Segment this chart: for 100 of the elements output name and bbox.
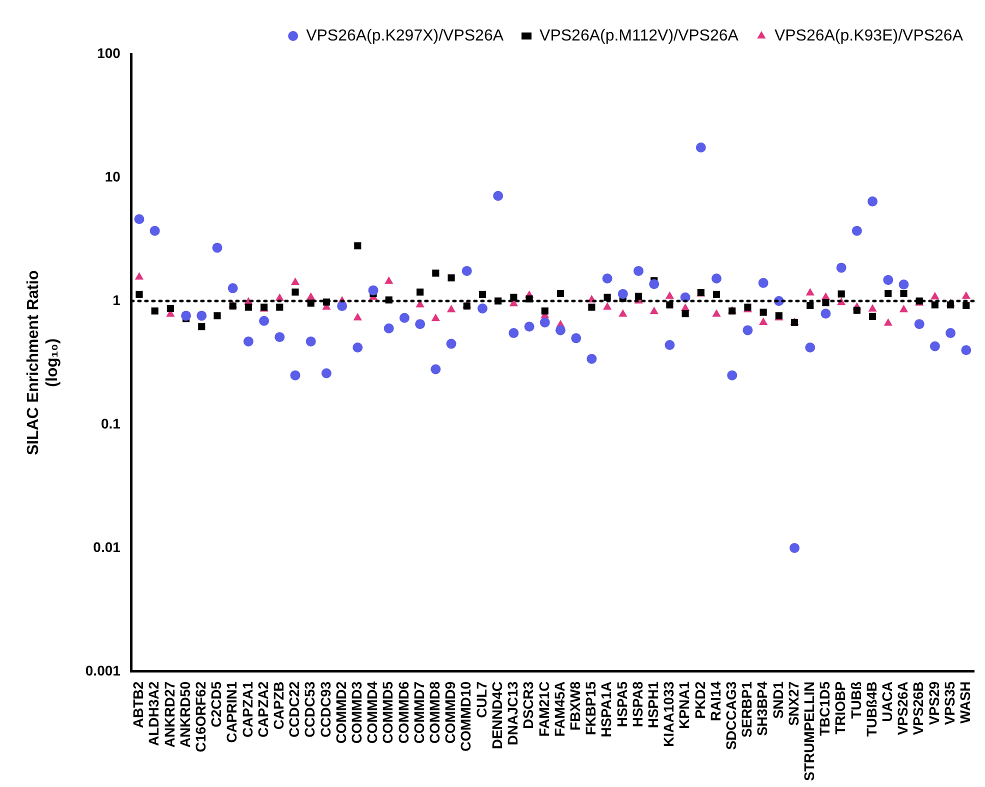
x-tick-label: RAI14 xyxy=(707,681,724,722)
point xyxy=(634,266,644,276)
point xyxy=(682,310,689,318)
point xyxy=(602,302,612,310)
point xyxy=(665,291,674,299)
x-tick-label: ALDH3A2 xyxy=(146,681,162,746)
point xyxy=(290,370,300,380)
x-tick-label: VPS29 xyxy=(926,681,942,726)
point xyxy=(337,301,348,312)
point xyxy=(212,242,222,253)
y-tick-label: 0.001 xyxy=(85,662,121,678)
point xyxy=(541,307,548,315)
point xyxy=(618,288,628,299)
point xyxy=(884,318,892,326)
point xyxy=(650,306,658,314)
x-tick-label: SH3BP4 xyxy=(754,681,770,736)
point xyxy=(508,328,519,338)
point xyxy=(946,328,956,338)
x-tick-label: CAPZA2 xyxy=(254,681,271,738)
point xyxy=(431,314,440,322)
point xyxy=(243,336,254,346)
x-tick-label: COMMD6 xyxy=(395,681,412,744)
x-tick-label: COMMD2 xyxy=(332,681,349,744)
x-tick-label: FAM21C xyxy=(536,681,552,737)
x-tick-label: VPS26B xyxy=(910,681,926,736)
point xyxy=(760,308,767,316)
point xyxy=(448,274,455,282)
point xyxy=(353,312,362,320)
point xyxy=(884,290,892,298)
x-tick-label: STRUMPELLIN xyxy=(800,681,817,782)
x-tick-label: UACA xyxy=(879,681,895,722)
point xyxy=(836,262,846,273)
point xyxy=(664,340,675,350)
point xyxy=(292,288,299,296)
point xyxy=(354,242,362,250)
x-tick-label: SERBP1 xyxy=(738,681,755,738)
point xyxy=(368,285,378,296)
point xyxy=(228,283,238,294)
x-tick-label: SDCCAG3 xyxy=(722,681,739,750)
point xyxy=(742,325,753,336)
point xyxy=(214,312,221,320)
x-tick-label: DENND4C xyxy=(488,681,505,750)
x-tick-label: C16ORF62 xyxy=(192,681,209,752)
x-tick-label: FKBP15 xyxy=(582,681,599,736)
legend-label: VPS26A(p.K297X)/VPS26A xyxy=(306,27,504,44)
point xyxy=(493,190,504,201)
x-tick-label: CAPRIN1 xyxy=(224,681,240,743)
legend-label: VPS26A(p.K93E)/VPS26A xyxy=(774,27,964,44)
point xyxy=(914,319,924,330)
x-tick-label: C2CD5 xyxy=(208,681,224,728)
point xyxy=(602,274,612,284)
point xyxy=(618,309,628,317)
x-tick-label: COMMD7 xyxy=(410,681,427,744)
point xyxy=(555,325,566,336)
x-tick-label: VPS35 xyxy=(941,681,958,726)
x-tick-label: CCDC53 xyxy=(302,681,318,738)
point xyxy=(150,226,160,236)
point xyxy=(352,342,363,353)
point xyxy=(478,290,486,298)
x-tick-label: CUL7 xyxy=(473,681,490,718)
point xyxy=(820,308,831,319)
point xyxy=(244,304,252,311)
x-tick-label: ANKRD50 xyxy=(176,681,193,748)
x-tick-label: TBC1D5 xyxy=(816,681,833,736)
point xyxy=(931,301,938,308)
x-tick-label: SNX27 xyxy=(785,681,802,726)
point xyxy=(430,364,441,374)
x-tick-label: HSPA8 xyxy=(629,681,646,728)
y-tick-label: 100 xyxy=(97,44,121,61)
x-tick-label: VPS26A xyxy=(894,681,911,736)
point xyxy=(790,542,800,553)
point xyxy=(462,266,472,276)
x-tick-label: TUBß4B xyxy=(863,681,880,737)
point xyxy=(134,214,144,224)
x-tick-label: TUBß xyxy=(848,681,864,719)
point xyxy=(415,319,426,330)
x-tick-label: ANKRD27 xyxy=(161,681,178,748)
point xyxy=(727,370,738,380)
x-tick-label: COMMD5 xyxy=(380,681,396,744)
point xyxy=(883,274,894,285)
x-tick-label: COMMD3 xyxy=(348,681,365,744)
point xyxy=(571,333,582,344)
point xyxy=(384,323,394,334)
x-tick-label: COMMD9 xyxy=(442,681,458,744)
point xyxy=(166,304,174,312)
y-tick-label: 1 xyxy=(112,292,121,308)
point xyxy=(276,304,284,311)
x-tick-label: HSPA5 xyxy=(614,681,630,728)
x-tick-label: CCDC22 xyxy=(286,681,302,738)
point xyxy=(805,342,816,353)
point xyxy=(463,302,470,310)
point xyxy=(666,301,674,308)
x-tick-label: CAPZB xyxy=(270,681,287,730)
point xyxy=(384,276,394,284)
point xyxy=(540,317,550,328)
x-tick-label: FAM45A xyxy=(551,681,568,737)
x-tick-label: WASH xyxy=(957,681,974,724)
x-tick-label: DSCR3 xyxy=(520,681,536,729)
point xyxy=(930,341,940,352)
point xyxy=(556,290,564,298)
